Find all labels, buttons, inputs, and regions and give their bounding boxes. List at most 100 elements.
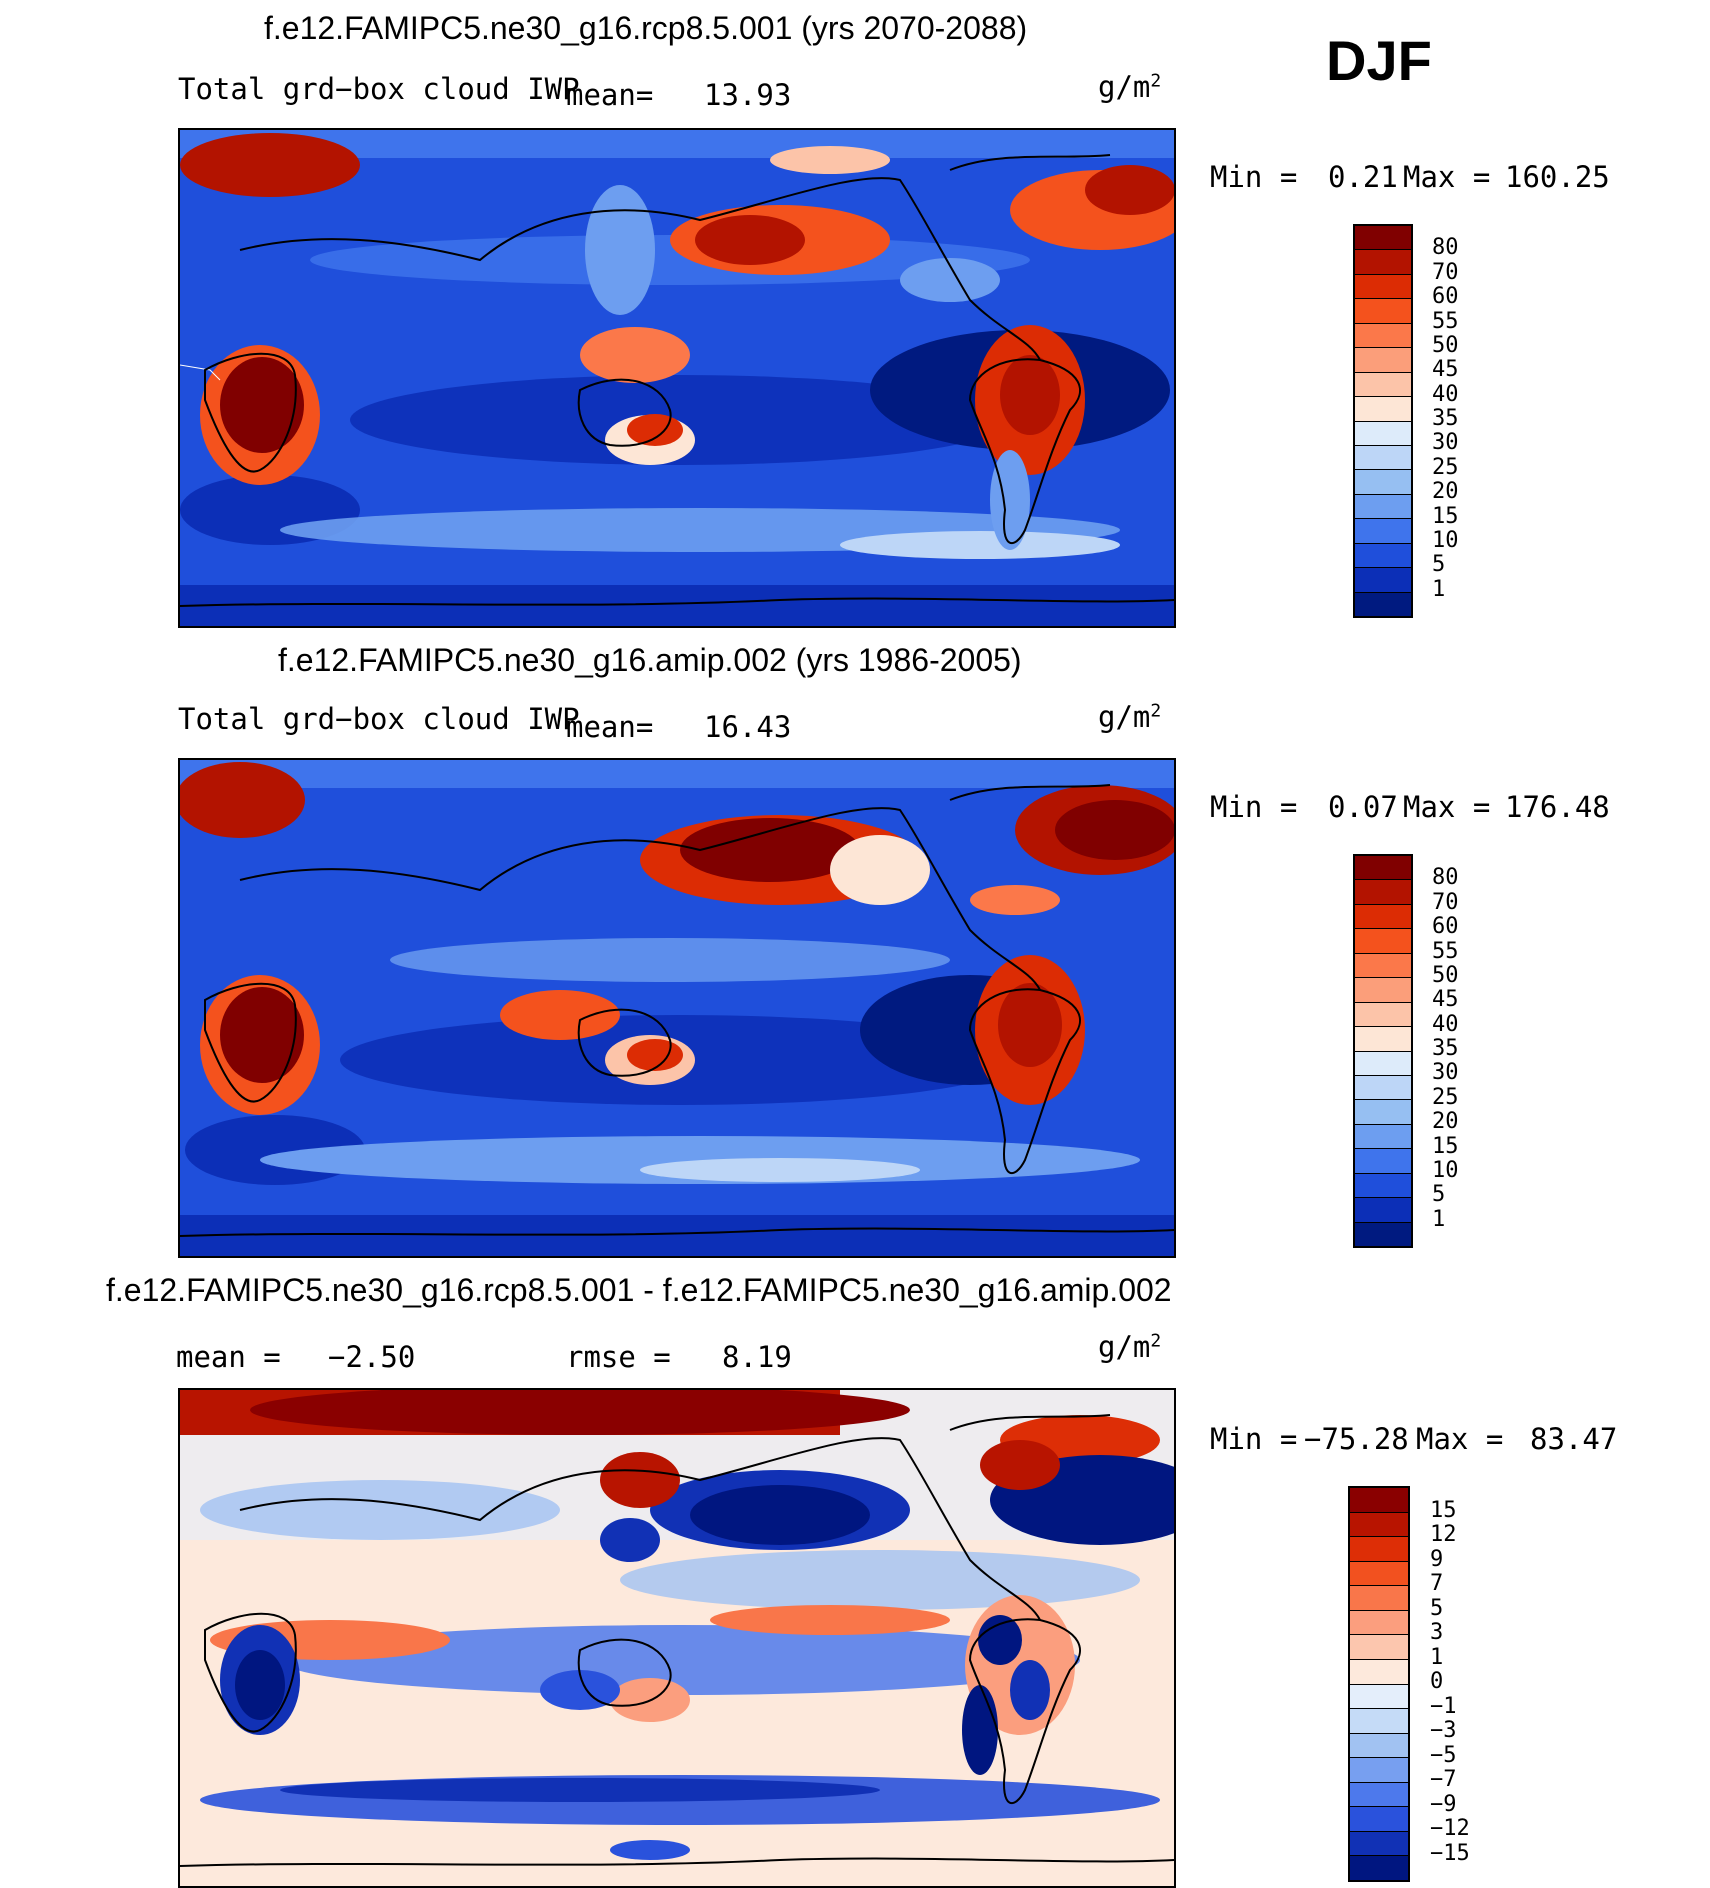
colorbar-swatch — [1350, 1488, 1408, 1513]
colorbar-tick-label: 70 — [1432, 889, 1459, 915]
colorbar-swatch — [1355, 323, 1411, 349]
colorbar-tick-label: 3 — [1430, 1620, 1444, 1645]
colorbar-tick-label: 10 — [1432, 527, 1459, 553]
max-label: Max = — [1416, 1422, 1504, 1456]
colorbar-swatch — [1355, 372, 1411, 398]
colorbar-swatch — [1355, 519, 1411, 544]
colorbar-swatch — [1350, 1586, 1408, 1611]
map-plot — [178, 128, 1176, 628]
colorbar-swatch — [1355, 1027, 1411, 1052]
mean-value: −2.50 — [328, 1340, 416, 1374]
mean-label: mean= — [566, 710, 654, 744]
colorbar-swatch — [1350, 1635, 1408, 1660]
colorbar-tick-label: 55 — [1432, 308, 1459, 334]
map-plot — [178, 758, 1176, 1258]
season-label: DJF — [1326, 29, 1432, 92]
colorbar-tick-label: 25 — [1432, 1084, 1459, 1110]
colorbar-swatch — [1355, 494, 1411, 520]
colorbar — [1353, 854, 1413, 1248]
colorbar-tick-label: 15 — [1432, 503, 1459, 529]
colorbar-swatch — [1355, 1100, 1411, 1125]
units-label: g/m2 — [1098, 1330, 1162, 1364]
panel-title: f.e12.FAMIPC5.ne30_g16.rcp8.5.001 - f.e1… — [106, 1272, 1172, 1308]
colorbar-swatch — [1350, 1782, 1408, 1808]
panel-title: f.e12.FAMIPC5.ne30_g16.rcp8.5.001 (yrs 2… — [264, 10, 1028, 46]
rmse-value: 8.19 — [722, 1340, 792, 1374]
colorbar-swatch — [1355, 445, 1411, 471]
colorbar-tick-label: 20 — [1432, 1109, 1459, 1135]
colorbar-swatch — [1355, 1075, 1411, 1101]
colorbar-swatch — [1355, 421, 1411, 446]
colorbar-tick-label: 1 — [1432, 1206, 1446, 1232]
colorbar-swatch — [1350, 1831, 1408, 1857]
colorbar-tick-label: 35 — [1432, 1036, 1459, 1061]
colorbar-swatch — [1355, 880, 1411, 905]
colorbar-tick-label: 15 — [1432, 1133, 1459, 1159]
colorbar-swatch — [1355, 1149, 1411, 1174]
colorbar-tick-label: 12 — [1430, 1522, 1457, 1547]
mean-value: 16.43 — [704, 710, 792, 744]
colorbar-tick-label: 40 — [1432, 1011, 1459, 1037]
colorbar-swatch — [1350, 1512, 1408, 1538]
max-value: 83.47 — [1530, 1422, 1618, 1456]
colorbar-tick-label: 5 — [1430, 1595, 1444, 1621]
colorbar-tick-label: 55 — [1432, 938, 1459, 964]
colorbar-tick-label: 60 — [1432, 914, 1459, 940]
colorbar-swatch — [1355, 1051, 1411, 1076]
colorbar-swatch — [1355, 953, 1411, 979]
variable-label: Total grd−box cloud IWP — [178, 72, 580, 106]
colorbar-tick-label: 45 — [1432, 987, 1459, 1013]
colorbar-tick-label: 20 — [1432, 479, 1459, 505]
map-plot — [178, 1388, 1176, 1888]
colorbar-swatch — [1350, 1537, 1408, 1562]
min-value: −75.28 — [1304, 1422, 1409, 1456]
colorbar-swatch — [1355, 397, 1411, 422]
colorbar-tick-label: 10 — [1432, 1157, 1459, 1183]
colorbar-swatch — [1355, 543, 1411, 569]
colorbar-tick-label: −1 — [1430, 1693, 1457, 1719]
mean-label: mean= — [566, 78, 654, 112]
colorbar-swatch — [1355, 568, 1411, 593]
colorbar-tick-label: 50 — [1432, 332, 1459, 358]
colorbar-swatch — [1350, 1856, 1408, 1880]
colorbar — [1348, 1486, 1410, 1882]
min-label: Min = — [1210, 790, 1298, 824]
colorbar-swatch — [1355, 1173, 1411, 1199]
max-label: Max = — [1403, 160, 1491, 194]
colorbar — [1353, 224, 1413, 618]
colorbar-tick-label: 70 — [1432, 259, 1459, 285]
colorbar-tick-label: 15 — [1430, 1497, 1457, 1523]
colorbar-swatch — [1355, 1124, 1411, 1150]
colorbar-tick-label: 7 — [1430, 1571, 1444, 1596]
colorbar-tick-label: −5 — [1430, 1742, 1457, 1768]
colorbar-tick-label: 30 — [1432, 430, 1459, 456]
colorbar-swatch — [1355, 250, 1411, 275]
colorbar-tick-label: 40 — [1432, 381, 1459, 407]
colorbar-swatch — [1355, 1222, 1411, 1246]
colorbar-tick-label: 45 — [1432, 357, 1459, 383]
max-value: 160.25 — [1505, 160, 1610, 194]
colorbar-swatch — [1355, 470, 1411, 495]
rmse-label: rmse = — [566, 1340, 671, 1374]
mean-label: mean = — [176, 1340, 281, 1374]
colorbar-tick-label: 1 — [1430, 1644, 1444, 1670]
colorbar-swatch — [1355, 348, 1411, 373]
colorbar-swatch — [1355, 1198, 1411, 1223]
colorbar-tick-label: 60 — [1432, 284, 1459, 310]
colorbar-tick-label: 30 — [1432, 1060, 1459, 1086]
colorbar-tick-label: 25 — [1432, 454, 1459, 480]
colorbar-tick-label: −9 — [1430, 1791, 1457, 1817]
colorbar-tick-label: −3 — [1430, 1718, 1457, 1743]
colorbar-swatch — [1355, 904, 1411, 930]
colorbar-tick-label: 50 — [1432, 962, 1459, 988]
colorbar-swatch — [1350, 1684, 1408, 1710]
max-label: Max = — [1403, 790, 1491, 824]
colorbar-swatch — [1350, 1709, 1408, 1734]
colorbar-tick-label: 0 — [1430, 1669, 1444, 1694]
colorbar-swatch — [1350, 1610, 1408, 1636]
colorbar-swatch — [1355, 592, 1411, 616]
units-label: g/m2 — [1098, 70, 1162, 104]
colorbar-swatch — [1355, 1002, 1411, 1028]
colorbar-swatch — [1355, 978, 1411, 1003]
colorbar-tick-label: −12 — [1430, 1816, 1470, 1841]
